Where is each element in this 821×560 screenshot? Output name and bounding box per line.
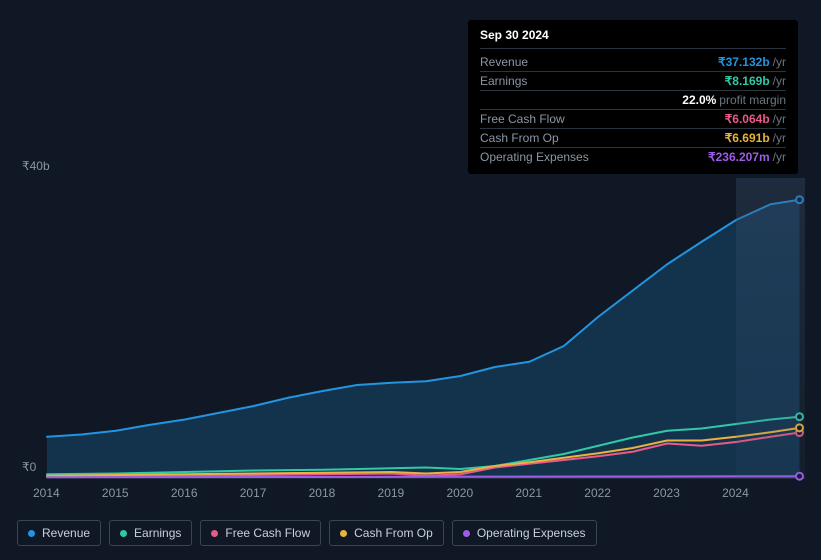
tooltip-date: Sep 30 2024 [480,28,786,49]
tooltip-row-value: 22.0%profit margin [682,93,786,107]
chart-legend: Revenue Earnings Free Cash Flow Cash From O… [17,520,597,546]
legend-label: Cash From Op [354,526,433,540]
tooltip-row-value: ₹6.691b/yr [725,131,786,145]
tooltip-row-value: ₹37.132b/yr [718,55,786,69]
legend-item-operating-expenses[interactable]: Operating Expenses [452,520,597,546]
tooltip-row-value: ₹6.064b/yr [725,112,786,126]
series-line-operating-expenses [47,476,799,477]
tooltip-row: Free Cash Flow ₹6.064b/yr [480,110,786,129]
x-axis-label: 2024 [722,486,749,500]
legend-label: Free Cash Flow [225,526,310,540]
highlight-band [736,178,805,478]
x-axis-label: 2019 [378,486,405,500]
legend-dot-icon [120,530,127,537]
legend-dot-icon [211,530,218,537]
legend-dot-icon [28,530,35,537]
tooltip-row-label: Free Cash Flow [480,112,565,126]
chart-tooltip: Sep 30 2024 Revenue ₹37.132b/yr Earnings ₹8… [468,20,798,174]
x-axis-label: 2018 [309,486,336,500]
legend-item-free-cash-flow[interactable]: Free Cash Flow [200,520,321,546]
legend-dot-icon [340,530,347,537]
tooltip-row-label: Revenue [480,55,528,69]
series-area-revenue [47,200,799,478]
tooltip-row: 22.0%profit margin [480,91,786,110]
x-axis-label: 2017 [240,486,267,500]
x-axis-label: 2016 [171,486,198,500]
tooltip-row-value: ₹236.207m/yr [708,150,786,164]
legend-item-revenue[interactable]: Revenue [17,520,101,546]
x-axis-label: 2022 [584,486,611,500]
x-axis-label: 2023 [653,486,680,500]
tooltip-row-label: Operating Expenses [480,150,589,164]
legend-label: Revenue [42,526,90,540]
legend-item-cash-from-op[interactable]: Cash From Op [329,520,444,546]
tooltip-row: Revenue ₹37.132b/yr [480,53,786,72]
x-axis-label: 2021 [515,486,542,500]
x-axis-label: 2020 [446,486,473,500]
tooltip-row-label: Cash From Op [480,131,559,145]
tooltip-row: Operating Expenses ₹236.207m/yr [480,148,786,166]
x-axis-label: 2014 [33,486,60,500]
legend-label: Earnings [134,526,181,540]
tooltip-row-label: Earnings [480,74,527,88]
x-axis-label: 2015 [102,486,129,500]
tooltip-row-value: ₹8.169b/yr [725,74,786,88]
legend-item-earnings[interactable]: Earnings [109,520,192,546]
tooltip-row: Cash From Op ₹6.691b/yr [480,129,786,148]
legend-dot-icon [463,530,470,537]
legend-label: Operating Expenses [477,526,586,540]
tooltip-row: Earnings ₹8.169b/yr [480,72,786,91]
